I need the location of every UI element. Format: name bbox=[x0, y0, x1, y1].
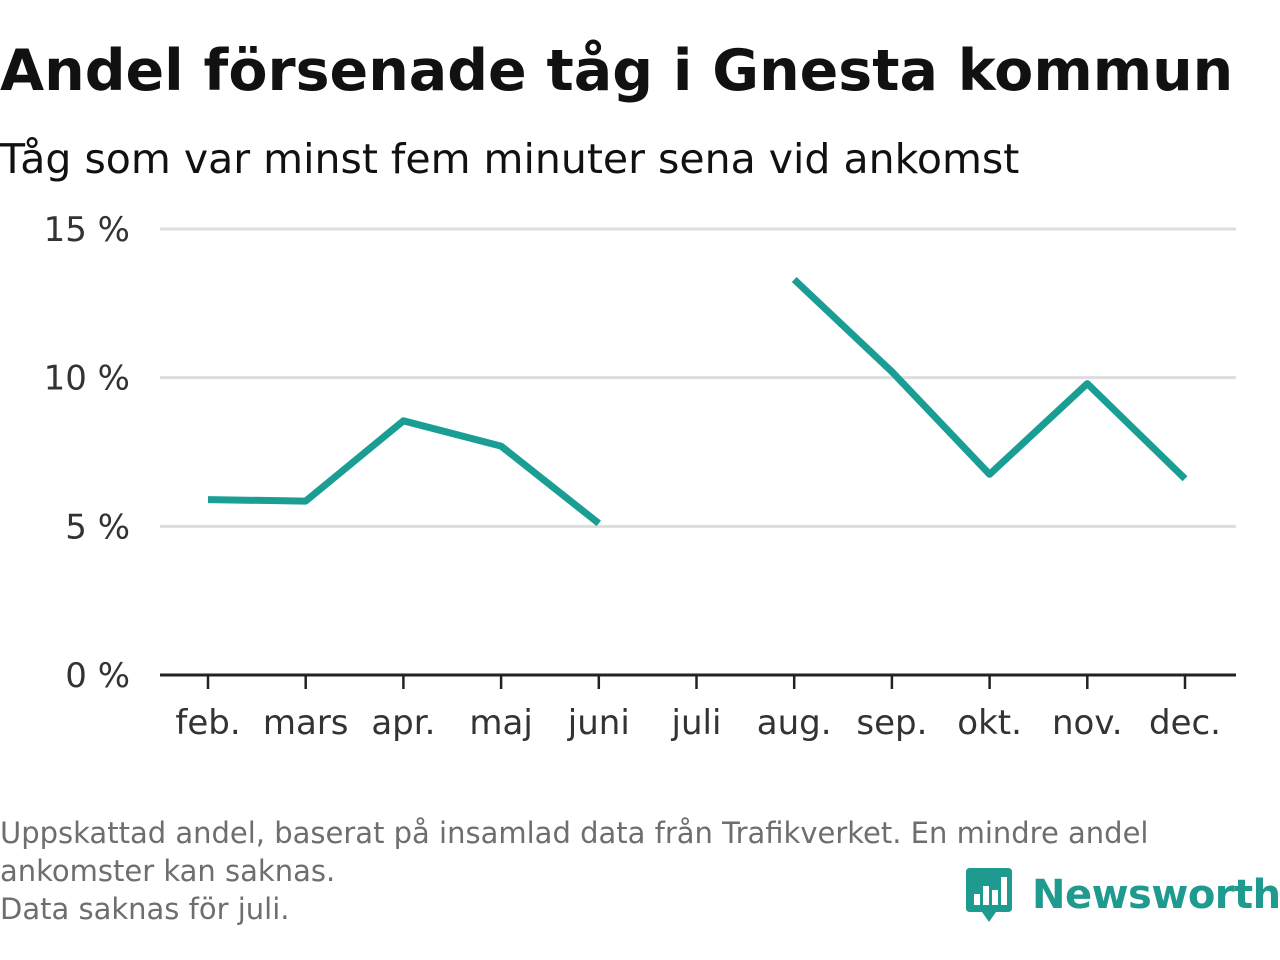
footnote-line-2: ankomster kan saknas. bbox=[0, 854, 336, 888]
brand-name: Newsworthy bbox=[1032, 872, 1280, 918]
newsworthy-logo-icon bbox=[966, 868, 1012, 922]
x-tick-label: okt. bbox=[957, 703, 1022, 743]
y-tick-label: 15 % bbox=[44, 210, 130, 250]
x-tick-label: juli bbox=[671, 703, 722, 743]
series-lines bbox=[207, 276, 1188, 527]
y-tick-label: 0 % bbox=[65, 656, 130, 696]
x-tick-label: mars bbox=[263, 703, 349, 743]
chart-title: Andel försenade tåg i Gnesta kommun bbox=[0, 38, 1234, 104]
x-tick-label: feb. bbox=[175, 703, 240, 743]
y-tick-label: 5 % bbox=[65, 507, 130, 547]
line-chart: 0 % 5 % 10 % 15 % feb. mars apr. maj juni juli au… bbox=[44, 210, 1236, 743]
footnote-line-3: Data saknas för juli. bbox=[0, 892, 290, 926]
footnote: Uppskattad andel, baserat på insamlad da… bbox=[0, 814, 1270, 928]
x-tick-label: dec. bbox=[1149, 703, 1221, 743]
x-tick-label: juni bbox=[567, 703, 630, 743]
y-axis-ticks: 0 % 5 % 10 % 15 % bbox=[44, 210, 130, 696]
x-tick-label: nov. bbox=[1052, 703, 1123, 743]
gridlines bbox=[160, 227, 1236, 528]
brand-logo: Newsworthy bbox=[964, 864, 1280, 926]
series-line-segment bbox=[207, 417, 601, 527]
x-tick-label: aug. bbox=[757, 703, 832, 743]
series-line-segment bbox=[791, 276, 1188, 482]
x-tick-label: maj bbox=[469, 703, 532, 743]
y-tick-label: 10 % bbox=[44, 359, 130, 399]
x-tick-label: apr. bbox=[371, 703, 435, 743]
chart-subtitle: Tåg som var minst fem minuter sena vid a… bbox=[0, 135, 1020, 183]
footnote-line-1: Uppskattad andel, baserat på insamlad da… bbox=[0, 816, 1149, 850]
x-tick-label: sep. bbox=[856, 703, 927, 743]
x-axis-ticks: feb. mars apr. maj juni juli aug. sep. okt. nov. d… bbox=[175, 675, 1221, 743]
